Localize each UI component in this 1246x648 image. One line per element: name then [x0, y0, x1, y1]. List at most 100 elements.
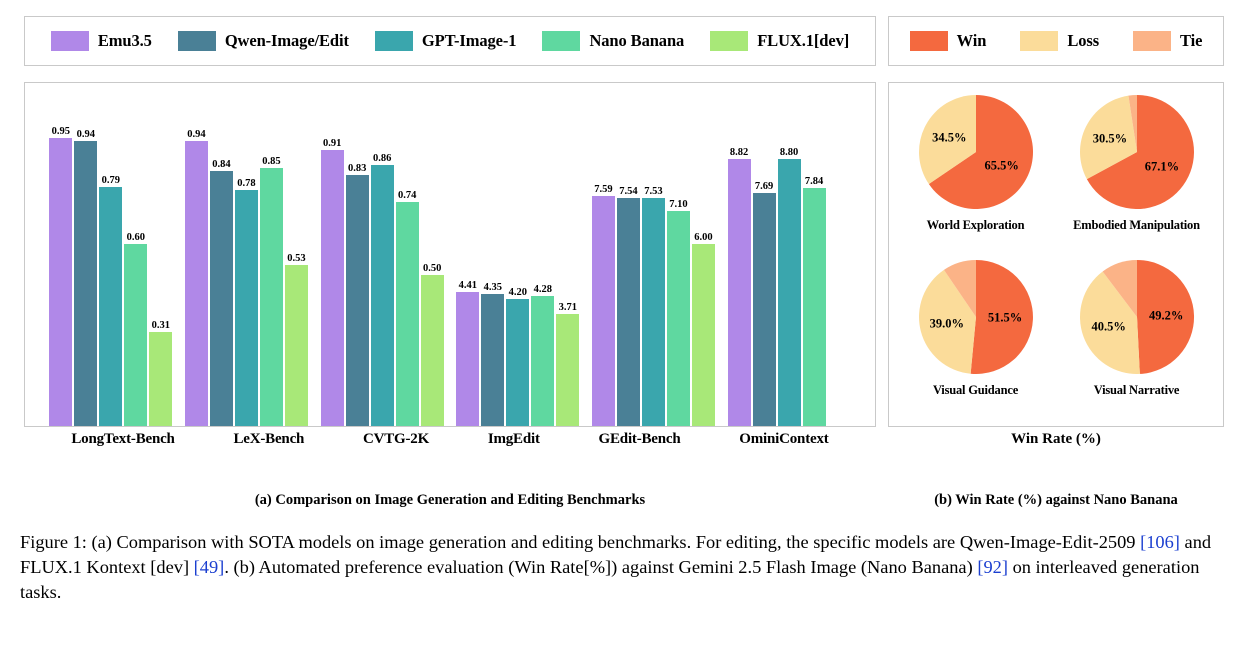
bar-rect [506, 298, 530, 426]
bar-rect [184, 141, 208, 426]
legend-item-loss: Loss [1020, 31, 1099, 51]
bar-rect [49, 138, 73, 426]
pie-slice-label-loss: 34.5% [932, 130, 967, 145]
bar-value-label: 0.74 [397, 189, 417, 201]
bar-rect [777, 159, 801, 426]
bar-emu3-5: 0.91 [320, 91, 344, 426]
x-axis-label: LeX-Bench [233, 431, 305, 447]
bar-nano-banana: 4.28 [531, 91, 555, 426]
bar-emu3-5: 7.59 [591, 91, 615, 426]
pie-slice-tie [1127, 95, 1137, 152]
bar-rect [727, 158, 751, 426]
legend-label: Win [956, 31, 987, 50]
bar-rect [802, 188, 826, 426]
pie-title: World Exploration [926, 218, 1025, 232]
legend-label: Loss [1067, 31, 1100, 50]
legend-item-emu: Emu3.5 [50, 31, 152, 51]
bar-rect [74, 141, 98, 426]
bar-group-cvtg-2k: 0.91 0.83 0.86 0.74 0.50 [320, 91, 444, 426]
legend-pie-chart: Win Loss Tie [888, 16, 1224, 66]
pie-slice-loss [918, 269, 976, 374]
pie-svg [918, 259, 1033, 374]
pie-chart-grid: 65.5% 34.5% World Exploration 67.1% 30.5% Emb… [889, 83, 1223, 426]
legend-swatch-icon [542, 31, 581, 51]
pie-slice-label-win: 65.5% [984, 158, 1019, 173]
bar-rect [616, 197, 640, 426]
bar-chart-x-axis-labels: LongText-Bench LeX-Bench CVTG-2K ImgEdit GEd… [24, 431, 876, 457]
pie-slice-label-loss: 30.5% [1092, 131, 1128, 146]
bar-value-label: 8.80 [779, 147, 799, 159]
bar-rect [481, 294, 505, 426]
bar-value-label: 7.54 [619, 185, 638, 197]
bar-rect [420, 274, 444, 426]
pie-slice-win [928, 95, 1033, 209]
x-axis-label: ImgEdit [487, 431, 540, 447]
bar-emu3-5: 0.94 [184, 91, 208, 426]
pie-graphic: 49.2% 40.5% [1078, 258, 1196, 376]
legend-swatch-icon [374, 31, 413, 51]
bar-chart-plot: 0.95 0.94 0.79 0.60 0.31 0.94 0.84 0.78 0.85 0.53… [25, 83, 875, 426]
pie-slice-label-loss: 39.0% [929, 316, 964, 331]
bar-flux-1-dev-: 0.53 [284, 91, 308, 426]
bar-value-label: 3.71 [558, 301, 577, 313]
caption-text: and FLUX.1 Kontext [dev] [20, 532, 1212, 577]
bar-value-label: 0.94 [187, 129, 206, 141]
bar-value-label: 0.85 [262, 156, 281, 168]
bar-emu3-5: 4.41 [456, 91, 480, 426]
bar-rect [752, 193, 776, 426]
bar-value-label: 4.20 [508, 286, 527, 298]
pie-chart-embodied-manipulation: 67.1% 30.5% Embodied Manipulation [1056, 93, 1217, 258]
pie-title: Embodied Manipulation [1073, 218, 1200, 232]
legend-label: Emu3.5 [97, 31, 152, 50]
caption-reference-49[interactable]: [49] [193, 557, 225, 577]
legend-label: Nano Banana [589, 31, 685, 50]
pie-slice-label-loss: 40.5% [1091, 319, 1126, 334]
legend-label: Qwen-Image/Edit [224, 31, 349, 50]
bar-value-label: 0.53 [287, 253, 306, 265]
figure-caption: Figure 1: (a) Comparison with SOTA model… [20, 530, 1228, 605]
pie-slice-label-win: 51.5% [987, 310, 1023, 325]
bar-value-label: 7.59 [594, 184, 613, 196]
legend-swatch-icon [50, 31, 89, 51]
bar-gpt-image-1: 7.53 [641, 91, 665, 426]
pie-slice-label-win: 67.1% [1144, 159, 1180, 174]
legend-swatch-icon [177, 31, 216, 51]
legend-item-flux: FLUX.1[dev] [710, 31, 849, 51]
bar-nano-banana: 0.60 [124, 91, 148, 426]
bar-group-imgedit: 4.41 4.35 4.20 4.28 3.71 [456, 91, 580, 426]
bar-rect [666, 210, 690, 426]
bar-rect [209, 171, 233, 426]
bar-flux-1-dev-: 0.50 [420, 91, 444, 426]
bar-flux-1-dev-: 0.31 [149, 91, 173, 426]
caption-text: on interleaved generation tasks. [20, 557, 1200, 602]
bar-value-label: 4.41 [458, 280, 477, 292]
bar-nano-banana: 0.85 [259, 91, 283, 426]
pie-slice-label-win: 49.2% [1148, 308, 1184, 323]
bar-rect [641, 197, 665, 426]
legend-item-tie: Tie [1133, 31, 1202, 51]
legend-label: GPT-Image-1 [421, 31, 517, 50]
bar-flux-1-dev-: 3.71 [556, 91, 580, 426]
bar-value-label: 0.84 [212, 159, 231, 171]
caption-reference-92[interactable]: [92] [977, 557, 1008, 577]
bar-rect [234, 189, 258, 426]
caption-text: Figure 1: (a) Comparison with SOTA model… [20, 532, 1141, 552]
bar-rect [99, 186, 123, 426]
bar-group-longtext-bench: 0.95 0.94 0.79 0.60 0.31 [49, 91, 173, 426]
bar-rect [395, 201, 419, 426]
bar-rect [259, 168, 283, 426]
bar-rect [370, 165, 394, 426]
pie-graphic: 51.5% 39.0% [917, 258, 1035, 376]
bar-value-label: 7.53 [644, 185, 663, 197]
bar-group-ominicontext: 8.82 7.69 8.80 7.84 [727, 91, 851, 426]
bar-value-label: 7.84 [804, 176, 824, 188]
legend-swatch-icon [909, 31, 948, 51]
pie-graphic: 65.5% 34.5% [917, 93, 1035, 211]
bar-qwen-image-edit: 0.94 [74, 91, 98, 426]
bar-value-label: 0.86 [372, 153, 392, 165]
caption-reference-106[interactable]: [106] [1140, 532, 1180, 552]
bar-gpt-image-1: 0.78 [234, 91, 258, 426]
bar-value-label: 7.10 [669, 198, 688, 210]
bar-rect [124, 244, 148, 426]
legend-swatch-icon [710, 31, 749, 51]
